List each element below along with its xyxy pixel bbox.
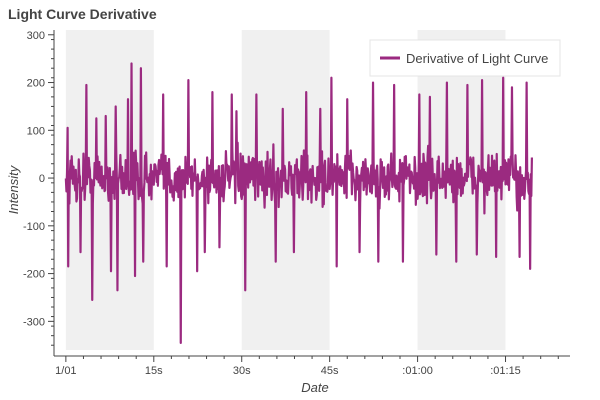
chart-title: Light Curve Derivative bbox=[8, 6, 157, 22]
y-tick-label-200: 200 bbox=[27, 78, 45, 90]
x-axis-label: Date bbox=[301, 380, 328, 395]
x-tick-label-1: 15s bbox=[145, 365, 163, 377]
legend: Derivative of Light Curve bbox=[369, 39, 561, 77]
series-line-0 bbox=[64, 62, 533, 344]
y-axis-label: Intensity bbox=[6, 164, 21, 214]
y-tick-label--200: -200 bbox=[23, 269, 45, 281]
x-tick-label-4: :01:00 bbox=[402, 365, 433, 377]
y-tick-label--100: -100 bbox=[23, 221, 45, 233]
series-lines bbox=[64, 62, 533, 344]
y-tick-label--300: -300 bbox=[23, 316, 45, 328]
y-tick-label-0: 0 bbox=[39, 173, 45, 185]
legend-box bbox=[369, 39, 561, 77]
x-tick-label-2: 30s bbox=[233, 365, 251, 377]
legend-entry-0: Derivative of Light Curve bbox=[406, 51, 548, 66]
axes: 300 200 100 0 -100 -200 -300 1/01 15s 30s 45s :01:0… bbox=[23, 30, 570, 377]
y-tick-label-300: 300 bbox=[27, 30, 45, 42]
x-tick-label-0: 1/01 bbox=[55, 365, 76, 377]
y-tick-label-100: 100 bbox=[27, 125, 45, 137]
x-tick-label-3: 45s bbox=[321, 365, 339, 377]
x-tick-label-5: :01:15 bbox=[490, 365, 521, 377]
